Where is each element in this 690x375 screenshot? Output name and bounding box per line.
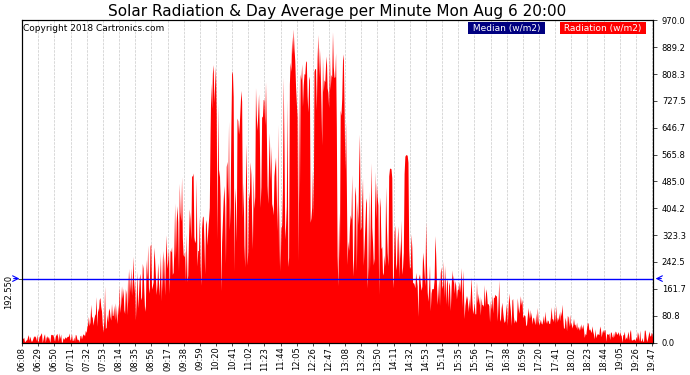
Title: Solar Radiation & Day Average per Minute Mon Aug 6 20:00: Solar Radiation & Day Average per Minute… (108, 4, 566, 19)
Text: Radiation (w/m2): Radiation (w/m2) (562, 24, 644, 33)
Text: Median (w/m2): Median (w/m2) (470, 24, 543, 33)
Text: Copyright 2018 Cartronics.com: Copyright 2018 Cartronics.com (23, 24, 165, 33)
